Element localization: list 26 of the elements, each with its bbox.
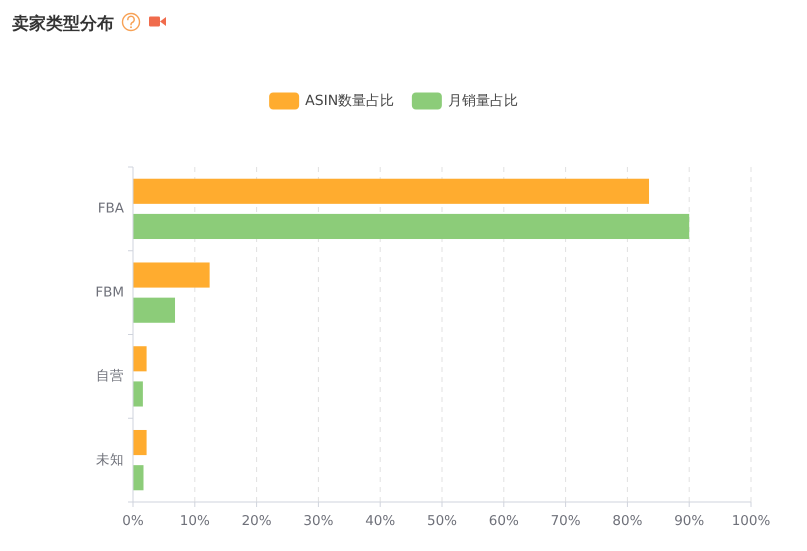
legend-label: 月销量占比 — [448, 92, 518, 109]
bar — [133, 346, 147, 372]
x-tick-label: 100% — [732, 513, 770, 529]
bar — [133, 430, 147, 456]
legend-label: ASIN数量占比 — [305, 92, 394, 109]
y-tick-label: FBA — [98, 200, 125, 217]
x-tick-label: 0% — [122, 513, 144, 529]
x-tick-label: 50% — [426, 513, 458, 529]
bar — [133, 381, 143, 407]
y-tick-label: 自营 — [96, 368, 124, 384]
x-tick-label: 10% — [180, 513, 210, 529]
bar — [133, 262, 210, 288]
y-tick-label: FBM — [95, 284, 124, 300]
x-tick-label: 20% — [242, 513, 272, 529]
bar — [133, 214, 690, 240]
x-tick-label: 70% — [550, 513, 581, 529]
x-tick-label: 60% — [488, 513, 519, 529]
y-tick-label: 未知 — [96, 452, 124, 468]
bar — [133, 465, 144, 490]
chart-title: 卖家类型分布 — [12, 14, 114, 34]
x-tick-label: 80% — [612, 513, 643, 529]
x-tick-label: 30% — [303, 513, 334, 529]
bar — [133, 178, 650, 204]
bar — [133, 298, 176, 323]
x-tick-label: 40% — [365, 513, 396, 529]
x-tick-label: 90% — [674, 513, 704, 529]
